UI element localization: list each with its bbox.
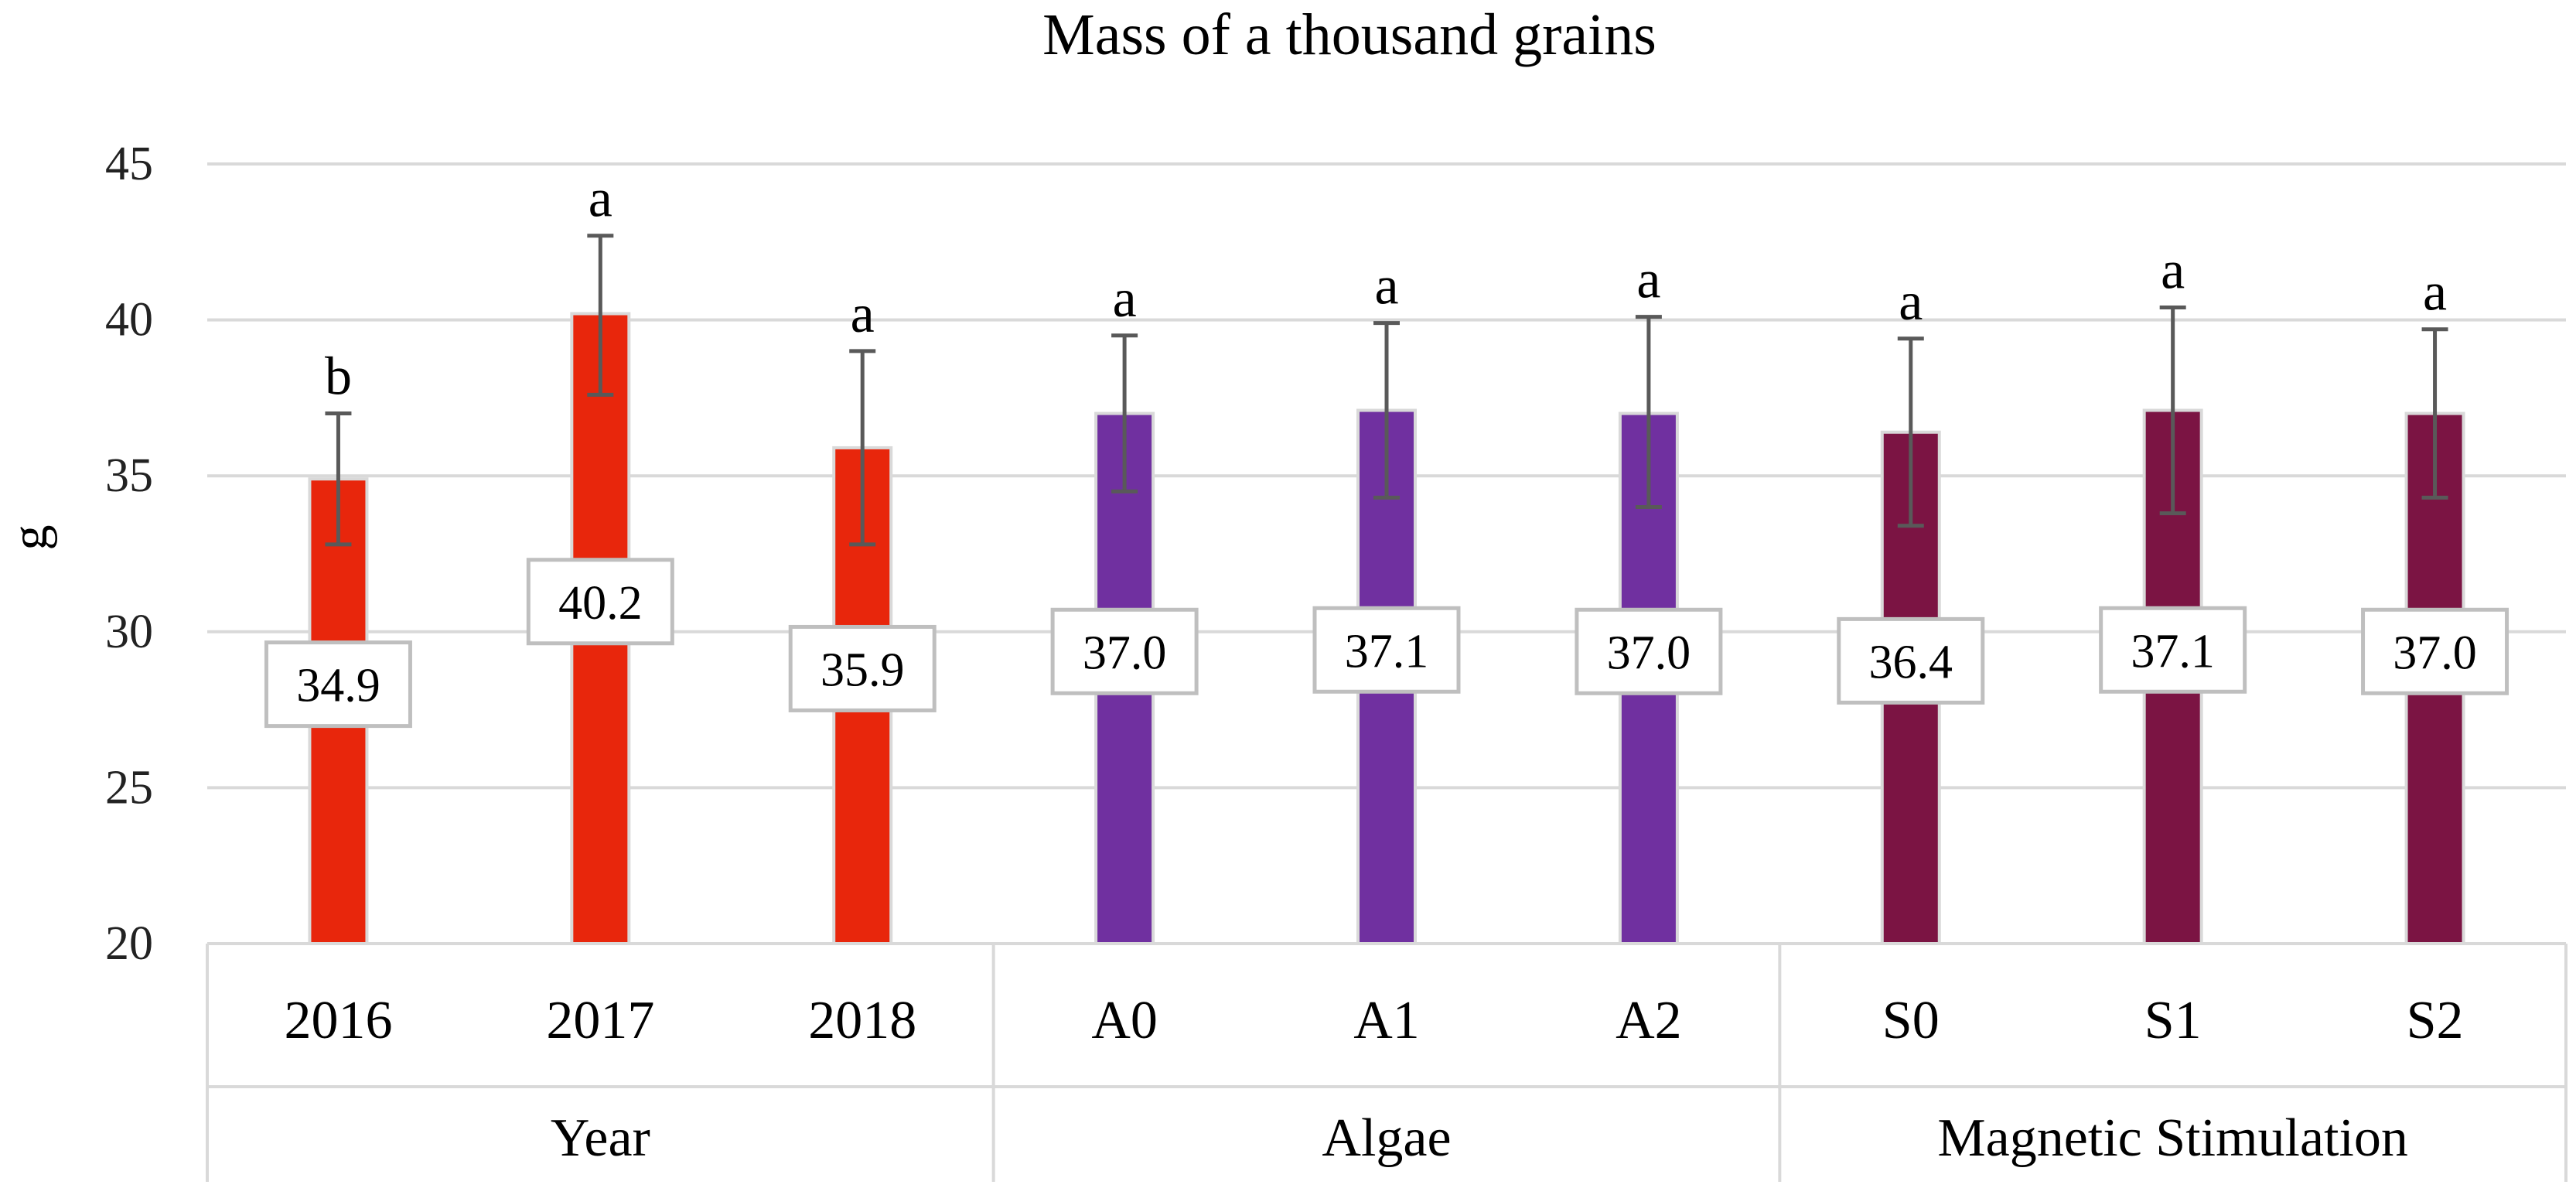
x-category-label: S2 bbox=[2407, 991, 2464, 1050]
value-label-box bbox=[2361, 607, 2509, 695]
y-tick-label: 40 bbox=[105, 294, 153, 347]
significance-letter: a bbox=[1374, 257, 1398, 316]
significance-letter: a bbox=[1899, 272, 1923, 332]
value-label-box bbox=[788, 624, 937, 712]
significance-letter: a bbox=[851, 285, 875, 344]
x-axis: 2016 2017 2018 Year A0 A1 A2 Algae S0 S1 S2 Magneti… bbox=[206, 942, 2567, 1182]
value-label: 37.0 bbox=[2393, 627, 2477, 679]
significance-letter: b bbox=[325, 347, 352, 407]
value-label-box bbox=[264, 640, 412, 729]
x-category-label: 2018 bbox=[808, 991, 916, 1050]
x-category-label: A2 bbox=[1616, 991, 1682, 1050]
value-label: 37.0 bbox=[1607, 627, 1691, 679]
significance-letter: a bbox=[1636, 251, 1660, 310]
value-label-box bbox=[1837, 616, 1985, 705]
x-group-label: Magnetic Stimulation bbox=[1937, 1108, 2408, 1168]
y-tick-label: 30 bbox=[105, 606, 153, 658]
significance-letter: a bbox=[2423, 263, 2447, 323]
y-tick-label: 45 bbox=[105, 138, 153, 190]
y-axis-title: g bbox=[2, 525, 58, 551]
x-group-label: Algae bbox=[1322, 1108, 1451, 1168]
value-label: 36.4 bbox=[1869, 636, 1953, 688]
value-label: 40.2 bbox=[558, 577, 643, 630]
value-label-box bbox=[1575, 607, 1723, 695]
x-category-label: 2016 bbox=[284, 991, 392, 1050]
x-category-label: S0 bbox=[1882, 991, 1940, 1050]
x-category-label: 2017 bbox=[546, 991, 654, 1050]
value-label: 34.9 bbox=[296, 660, 380, 712]
significance-letter: a bbox=[2161, 241, 2185, 300]
value-label: 37.0 bbox=[1083, 627, 1167, 679]
x-group-label: Year bbox=[551, 1108, 650, 1168]
significance-letter: a bbox=[1113, 269, 1137, 329]
significance-letter: a bbox=[589, 169, 612, 229]
value-label-box bbox=[526, 558, 674, 646]
value-label: 35.9 bbox=[821, 644, 905, 696]
value-label-box bbox=[2099, 606, 2247, 694]
y-tick-label: 35 bbox=[105, 449, 153, 502]
value-label: 37.1 bbox=[2131, 625, 2215, 678]
value-labels: b 34.9 a 40.2 a 35.9 a 37.0 a 37.1 a 37.0 a 36.4 a 37.1… bbox=[264, 169, 2509, 729]
y-tick-label: 20 bbox=[105, 917, 153, 970]
x-category-label: A1 bbox=[1353, 991, 1420, 1050]
y-tick-label: 25 bbox=[105, 761, 153, 814]
value-label: 37.1 bbox=[1345, 625, 1429, 678]
value-label-box bbox=[1312, 606, 1461, 694]
x-category-label: A0 bbox=[1091, 991, 1158, 1050]
x-category-label: S1 bbox=[2144, 991, 2202, 1050]
chart-title: Mass of a thousand grains bbox=[1042, 2, 1656, 67]
value-label-box bbox=[1050, 607, 1199, 695]
